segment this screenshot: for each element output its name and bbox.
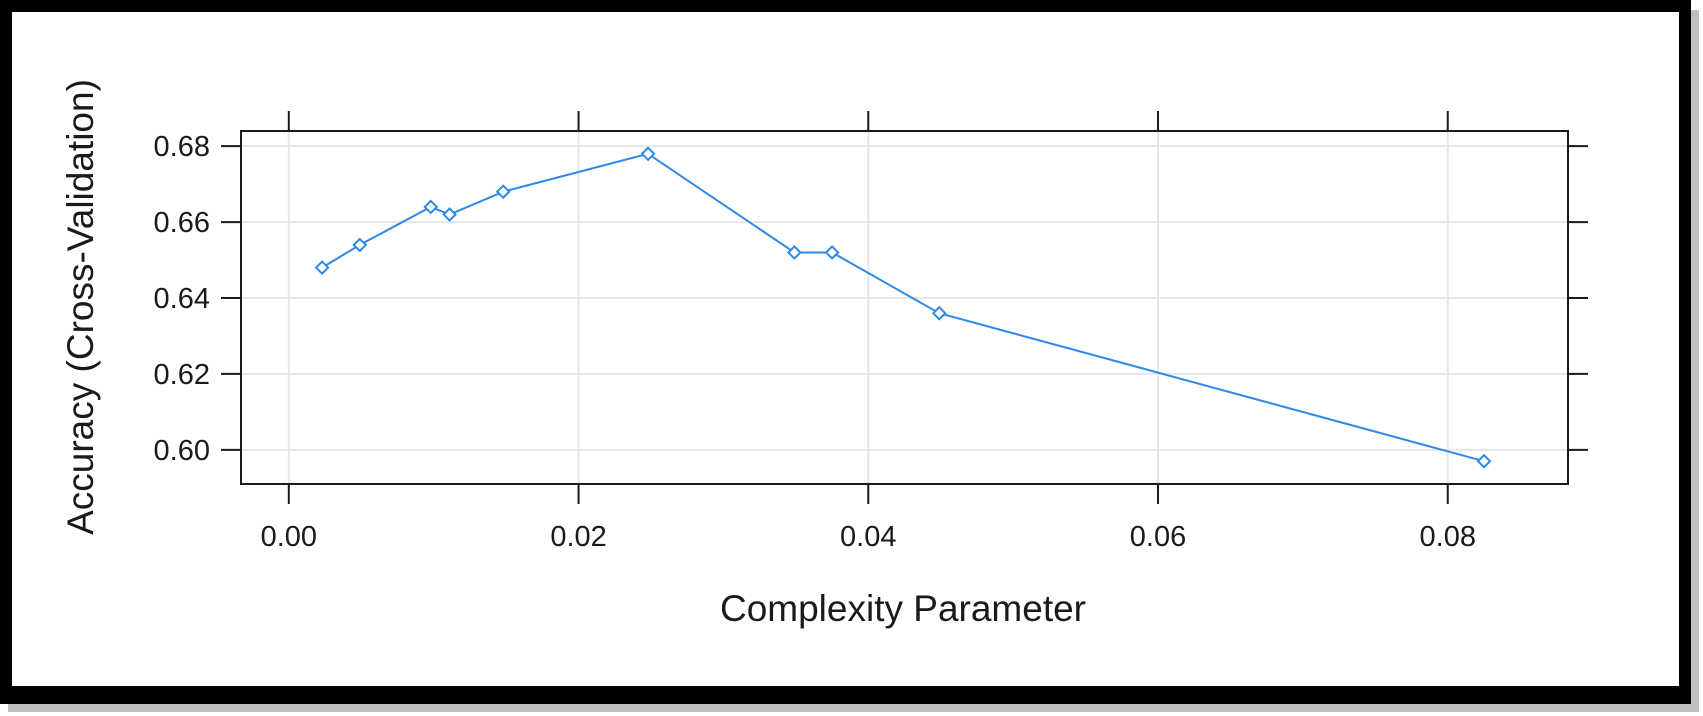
frame-border-top [0,0,1691,12]
x-tick-label: 0.06 [1130,521,1186,553]
frame-border-right [1679,0,1691,704]
data-point [1476,453,1492,469]
x-tick-labels: 0.00 0.02 0.04 0.06 0.08 [261,521,1476,553]
plot-border [240,130,1569,485]
series-layer [314,146,1492,469]
y-tick-label: 0.60 [154,435,210,467]
data-point [824,245,840,260]
y-tick-labels: 0.60 0.62 0.64 0.66 0.68 [154,131,210,467]
y-tick-label: 0.66 [154,207,210,239]
data-point [423,199,439,215]
data-point [352,237,368,253]
x-tick-label: 0.02 [550,521,606,553]
x-tick-label: 0.04 [840,521,896,553]
grid-layer [241,131,1568,484]
y-tick-label: 0.64 [154,283,210,315]
data-point [442,207,458,222]
frame-shadow-right [1691,10,1699,710]
data-point [640,146,656,162]
frame-border-bottom [0,686,1691,704]
data-point [931,305,947,321]
x-axis-title: Complexity Parameter [720,588,1086,629]
y-tick-label: 0.68 [154,131,210,163]
x-tick-label: 0.00 [261,521,317,553]
x-tick-label: 0.08 [1420,521,1476,553]
data-point [495,184,511,200]
frame-shadow-bottom [8,704,1699,712]
y-axis-title: Accuracy (Cross-Validation) [60,79,101,535]
data-point [314,260,330,276]
series-line [321,152,1485,463]
frame-border-left [0,0,12,704]
ticks-layer [221,111,1588,504]
y-tick-label: 0.62 [154,359,210,391]
data-point [786,245,802,260]
